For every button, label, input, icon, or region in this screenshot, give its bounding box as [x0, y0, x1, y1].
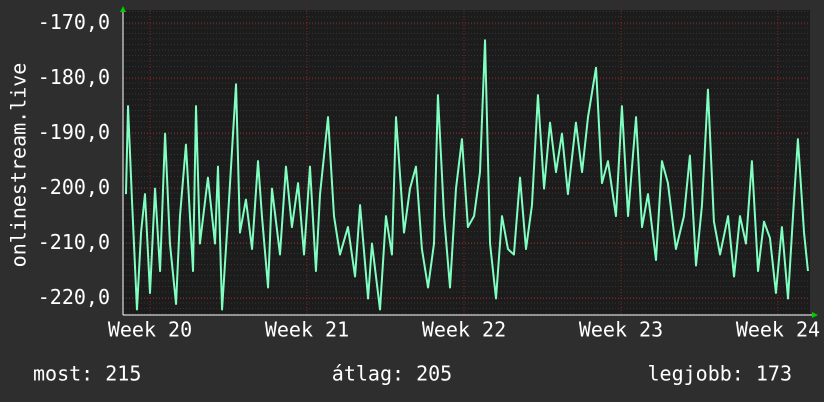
y-tick-label: -220,0 [38, 285, 110, 309]
footer-best: legjobb: 173 [648, 362, 793, 386]
x-tick-label: Week 23 [579, 318, 663, 342]
x-arrow [812, 312, 818, 318]
y-tick-label: -170,0 [38, 10, 110, 34]
y-tick-label: -190,0 [38, 120, 110, 144]
plot-area [123, 10, 810, 315]
x-tick-label: Week 20 [108, 318, 192, 342]
series-line [124, 39, 809, 311]
y-arrow [120, 6, 126, 12]
y-axis-label: onlinestream.live [7, 63, 31, 268]
x-tick-label: Week 24 [736, 318, 820, 342]
x-tick-label: Week 22 [422, 318, 506, 342]
y-tick-label: -210,0 [38, 230, 110, 254]
y-tick-label: -180,0 [38, 65, 110, 89]
footer-average: átlag: 205 [332, 362, 452, 386]
x-tick-label: Week 21 [265, 318, 349, 342]
marks [124, 39, 809, 311]
footer-current: most: 215 [33, 362, 141, 386]
y-tick-label: -200,0 [38, 175, 110, 199]
